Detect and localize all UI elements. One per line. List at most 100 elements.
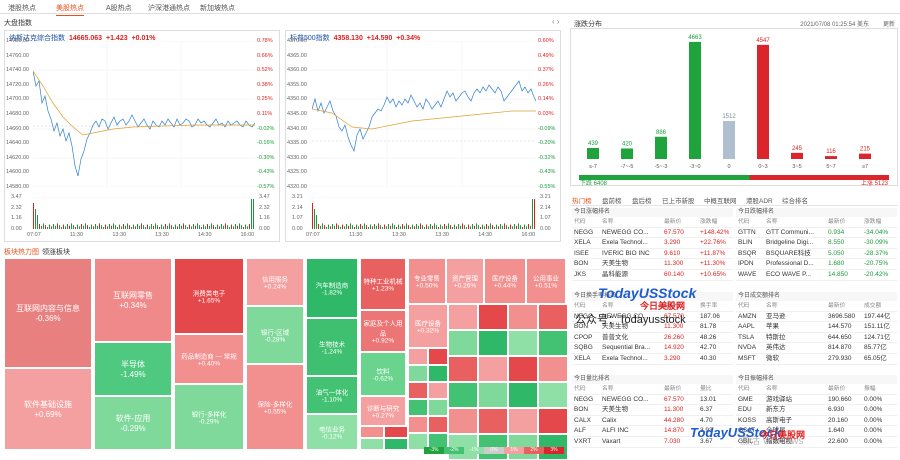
- table-row[interactable]: GSAT 全球星 1.640 0.00%: [736, 426, 897, 437]
- table-row[interactable]: IPDN Professional D... 1.680 -20.75%: [736, 259, 897, 270]
- table-row[interactable]: ISEE IVERIC BIO INC 9.610 +11.87%: [572, 249, 733, 260]
- table-row[interactable]: XELA Exela Technol... 3.290 +22.76%: [572, 238, 733, 249]
- tab-afterhours[interactable]: 盘后榜: [632, 198, 652, 205]
- table-row[interactable]: AAPL 苹果 144.570 151.11亿: [736, 322, 897, 333]
- sector-tile[interactable]: 保险-多样化 +0.55%: [246, 364, 304, 450]
- table-row[interactable]: GTTN GTT Communi... 0.934 -34.04%: [736, 228, 897, 239]
- sector-tile[interactable]: 资产管理 +0.26%: [446, 258, 484, 304]
- sector-tile-small[interactable]: [508, 408, 538, 434]
- tab-new-ipo[interactable]: 已上市新股: [662, 198, 695, 205]
- table-row[interactable]: GME 游戏驿站 190.660 0.00%: [736, 395, 897, 406]
- tab-hot[interactable]: 热门榜: [572, 198, 592, 205]
- table-row[interactable]: EDU 新东方 6.930 0.00%: [736, 405, 897, 416]
- tab-connect-hot[interactable]: 沪深港通热点: [148, 5, 190, 12]
- table-row[interactable]: AMZN 亚马逊 3696.580 197.44亿: [736, 312, 897, 323]
- sector-tile[interactable]: 特种工业机械 +1.23%: [360, 258, 406, 310]
- table-row[interactable]: NEGG NEWEGG CO... 67.570 187.06: [572, 312, 733, 323]
- sector-tile[interactable]: 银行-区域 -0.28%: [246, 306, 304, 364]
- sector-tile-small[interactable]: [360, 438, 384, 450]
- sector-tile[interactable]: 生物技术 -1.24%: [306, 318, 358, 376]
- table-row[interactable]: MSFT 微软 279.930 65.05亿: [736, 354, 897, 365]
- table-row[interactable]: CALX Calix 44.280 4.70: [572, 416, 733, 427]
- sector-tile[interactable]: 银行-多样化 -0.29%: [174, 384, 244, 450]
- sector-tile-small[interactable]: [384, 426, 408, 438]
- sector-tile-small[interactable]: [538, 330, 568, 356]
- table-row[interactable]: BON 天美生物 11.300 +11.30%: [572, 259, 733, 270]
- sector-tile[interactable]: 药品制造商 — 常规 +0.40%: [174, 334, 244, 384]
- sector-tile-small[interactable]: [478, 304, 508, 330]
- table-row[interactable]: ALF ALFI INC 14.870 3.93: [572, 426, 733, 437]
- sector-tile-small[interactable]: [508, 330, 538, 356]
- dist-update-button[interactable]: 更新: [882, 22, 895, 28]
- table-row[interactable]: KOSS 高斯电子 20.160 0.00%: [736, 416, 897, 427]
- tab-hk-hot[interactable]: 港股热点: [8, 5, 36, 12]
- sector-tile[interactable]: 信用服务 +0.24%: [246, 258, 304, 306]
- sector-tile-small[interactable]: [448, 382, 478, 408]
- sector-tile-small[interactable]: [478, 382, 508, 408]
- sector-tile[interactable]: 软件基础设施 +0.69%: [4, 368, 92, 450]
- table-row[interactable]: XELA Exela Technol... 3.290 40.30: [572, 354, 733, 365]
- sector-tile-small[interactable]: [448, 356, 478, 382]
- sector-tile-small[interactable]: [508, 304, 538, 330]
- sector-tile-small[interactable]: [478, 330, 508, 356]
- sector-tile[interactable]: 公用事业 +0.51%: [526, 258, 566, 304]
- table-row[interactable]: TSLA 特斯拉 644.650 124.71亿: [736, 333, 897, 344]
- tab-hk-adr[interactable]: 港股ADR: [746, 198, 773, 205]
- tab-composite[interactable]: 综合排名: [782, 198, 808, 205]
- sector-tile[interactable]: 汽车制造商 -1.82%: [306, 258, 358, 318]
- sector-tile-small[interactable]: [408, 399, 428, 416]
- sector-tile-small[interactable]: [408, 433, 428, 450]
- sector-tile-small[interactable]: [408, 348, 428, 365]
- sector-tile-small[interactable]: [428, 365, 448, 382]
- sector-tile-small[interactable]: [508, 356, 538, 382]
- sector-tile-small[interactable]: [478, 356, 508, 382]
- sector-tile[interactable]: 诊断与研究 +0.27%: [360, 396, 406, 426]
- sector-tile[interactable]: 互联网内容与信息 -0.36%: [4, 258, 92, 368]
- sector-tile-small[interactable]: [408, 382, 428, 399]
- table-row[interactable]: BON 天美生物 11.300 6.37: [572, 405, 733, 416]
- table-row[interactable]: VXRT Vaxart 7.030 3.67: [572, 437, 733, 448]
- sector-tile-small[interactable]: [448, 304, 478, 330]
- prev-next-arrows[interactable]: ‹ ›: [552, 17, 560, 26]
- sector-tile-small[interactable]: [538, 382, 568, 408]
- table-row[interactable]: JKS 晶科能源 60.140 +10.65%: [572, 270, 733, 281]
- tab-us-hot[interactable]: 美股热点: [56, 3, 84, 16]
- sector-tile[interactable]: 医疗设备 +0.44%: [484, 258, 526, 304]
- sector-tile-small[interactable]: [408, 365, 428, 382]
- table-row[interactable]: BLIN Bridgeline Digi... 8.550 -30.09%: [736, 238, 897, 249]
- sector-tile-small[interactable]: [448, 408, 478, 434]
- sector-tile[interactable]: 互联网零售 +0.34%: [94, 258, 172, 342]
- table-row[interactable]: BSQR BSQUARE科技 5.050 -28.37%: [736, 249, 897, 260]
- sector-tile[interactable]: 油气一体化 -1.10%: [306, 376, 358, 414]
- sector-tile-small[interactable]: [508, 382, 538, 408]
- table-row[interactable]: GBIL 指数电视 22.600 0.00%: [736, 437, 897, 448]
- table-row[interactable]: NVDA 英伟达 814.870 85.77亿: [736, 343, 897, 354]
- sector-tile-small[interactable]: [428, 382, 448, 399]
- tab-a-hot[interactable]: A股热点: [106, 5, 132, 12]
- sector-tile[interactable]: 电信业务 -0.12%: [306, 414, 358, 450]
- table-row[interactable]: WAVE ECO WAVE P... 14.850 -20.42%: [736, 270, 897, 281]
- table-row[interactable]: BON 天美生物 11.300 81.78: [572, 322, 733, 333]
- tab-heatmap[interactable]: 板块热力图: [4, 249, 39, 256]
- sector-tile[interactable]: 软件-应用 -0.29%: [94, 396, 172, 450]
- sector-tile-small[interactable]: [428, 348, 448, 365]
- table-row[interactable]: NEGG NEWEGG CO... 67.570 13.01: [572, 395, 733, 406]
- sector-tile-small[interactable]: [538, 356, 568, 382]
- sector-tile[interactable]: 饮料 -0.62%: [360, 352, 406, 396]
- table-row[interactable]: CPOP 普普文化 26.260 48.26: [572, 333, 733, 344]
- tab-premarket[interactable]: 盘前榜: [602, 198, 622, 205]
- sector-tile-small[interactable]: [538, 304, 568, 330]
- tab-leading-sectors[interactable]: 领涨板块: [42, 249, 70, 256]
- sector-tile-small[interactable]: [478, 408, 508, 434]
- sector-tile-small[interactable]: [428, 399, 448, 416]
- sector-tile-small[interactable]: [408, 416, 428, 433]
- sector-tile[interactable]: 家庭及个人用品 +0.92%: [360, 310, 406, 352]
- table-row[interactable]: SQBG Sequential Bra... 14.920 42.70: [572, 343, 733, 354]
- table-row[interactable]: NEGG NEWEGG CO... 67.570 +148.42%: [572, 228, 733, 239]
- sector-tile-small[interactable]: [448, 330, 478, 356]
- sector-tile[interactable]: 消费类电子 +1.65%: [174, 258, 244, 334]
- sector-tile[interactable]: 医疗设备 +0.32%: [408, 304, 448, 348]
- sector-tile-small[interactable]: [538, 408, 568, 434]
- sector-tile-small[interactable]: [360, 426, 384, 438]
- sector-tile-small[interactable]: [384, 438, 408, 450]
